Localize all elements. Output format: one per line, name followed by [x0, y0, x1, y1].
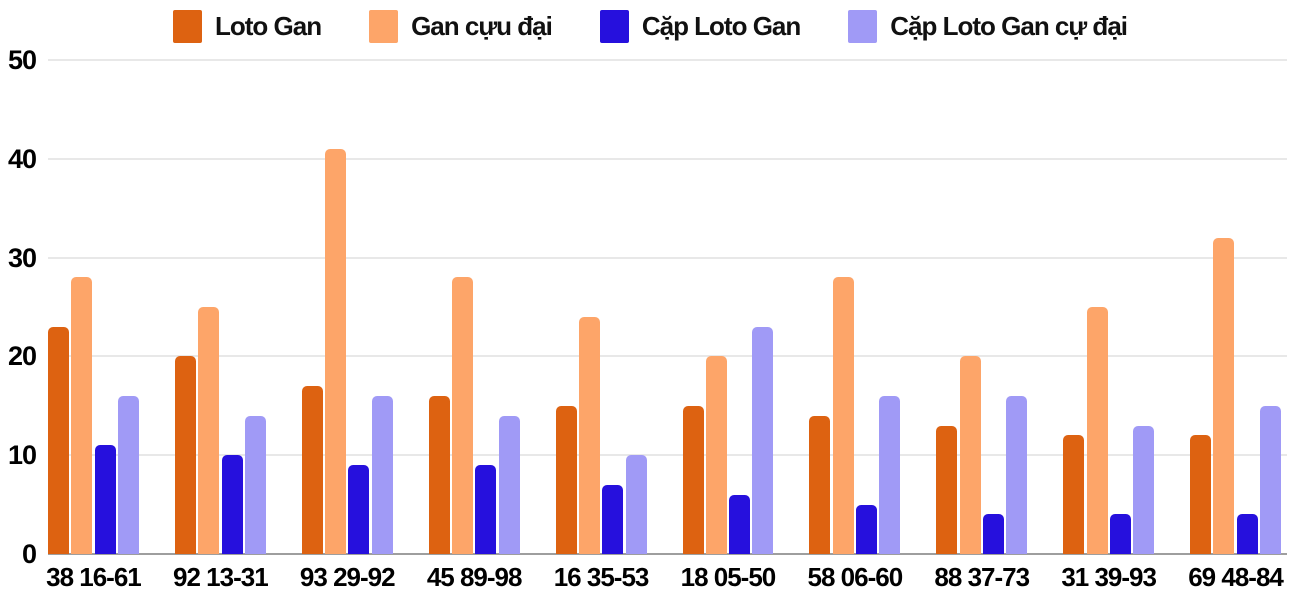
bar-series2-group2[interactable]: [348, 465, 370, 554]
bar-series1-group2[interactable]: [325, 148, 347, 554]
x-axis-label: 16 35-53: [553, 562, 650, 592]
bar-series0-group5[interactable]: [682, 405, 704, 554]
bar-series0-group1[interactable]: [174, 356, 196, 554]
bar-series2-group8[interactable]: [1109, 514, 1131, 554]
y-axis-label: 40: [7, 143, 37, 174]
legend-swatch-icon: [172, 9, 202, 43]
x-axis-label: 69 48-84: [1188, 562, 1284, 592]
bar-series1-group8[interactable]: [1086, 307, 1108, 554]
bar-series0-group8[interactable]: [1063, 435, 1085, 554]
x-axis-baseline: [48, 553, 1287, 555]
x-axis-label: 88 37-73: [934, 562, 1030, 592]
bar-series3-group2[interactable]: [371, 395, 393, 554]
gridline: [48, 157, 1287, 160]
y-axis-label: 50: [7, 45, 37, 75]
gridline: [48, 355, 1287, 358]
y-axis-label: 10: [7, 440, 37, 471]
bar-series2-group9[interactable]: [1236, 514, 1258, 554]
legend-item-1: Gan cựu đại: [369, 9, 553, 43]
x-axis-label: 58 06-60: [807, 562, 904, 592]
legend-swatch-icon: [599, 9, 629, 43]
x-axis-label: 93 29-92: [299, 562, 396, 592]
y-axis-label: 20: [7, 341, 37, 372]
bar-series0-group6[interactable]: [809, 415, 831, 554]
bar-series2-group5[interactable]: [729, 494, 751, 554]
bar-series1-group1[interactable]: [198, 307, 220, 554]
bar-series3-group9[interactable]: [1260, 405, 1281, 554]
bar-series2-group6[interactable]: [856, 504, 877, 554]
bar-series2-group0[interactable]: [94, 445, 116, 554]
bar-series0-group2[interactable]: [301, 386, 323, 554]
bar-series3-group0[interactable]: [117, 395, 139, 554]
gridline: [48, 454, 1287, 457]
x-axis-label: 18 05-50: [680, 562, 777, 592]
bar-series0-group4[interactable]: [555, 405, 577, 554]
gridline: [48, 59, 1287, 61]
bar-series3-group6[interactable]: [879, 395, 901, 554]
bar-series1-group3[interactable]: [452, 277, 473, 554]
bar-series1-group5[interactable]: [705, 356, 727, 554]
legend-item-0: Loto Gan: [172, 9, 322, 43]
bar-series2-group1[interactable]: [221, 455, 243, 554]
bar-series3-group7[interactable]: [1006, 395, 1028, 554]
bar-series3-group3[interactable]: [498, 415, 520, 554]
bar-series1-group0[interactable]: [71, 277, 93, 554]
bar-series2-group7[interactable]: [982, 514, 1004, 554]
bar-series3-group5[interactable]: [752, 326, 774, 554]
bar-series1-group6[interactable]: [832, 277, 854, 554]
legend-label: Cặp Loto Gan: [641, 10, 801, 41]
legend-swatch-icon: [848, 9, 878, 43]
bar-series1-group7[interactable]: [959, 356, 981, 554]
x-axis-label: 31 39-93: [1061, 562, 1157, 592]
bar-series0-group3[interactable]: [428, 395, 450, 554]
y-axis-label: 30: [7, 242, 37, 273]
legend-label: Loto Gan: [214, 10, 322, 41]
gridline: [48, 256, 1287, 259]
chart-legend: Loto Gan Gan cựu đại Cặp Loto Gan Cặp Loto …: [0, 7, 1300, 45]
legend-item-3: Cặp Loto Gan cự đại: [848, 9, 1128, 43]
bar-series3-group4[interactable]: [625, 455, 647, 554]
bar-series2-group4[interactable]: [602, 484, 624, 554]
bar-series0-group7[interactable]: [936, 425, 958, 554]
legend-label: Cặp Loto Gan cự đại: [890, 10, 1128, 41]
legend-item-2: Cặp Loto Gan: [599, 9, 801, 43]
bar-series3-group1[interactable]: [244, 415, 266, 554]
x-axis-label: 38 16-61: [46, 562, 142, 592]
legend-label: Gan cựu đại: [411, 10, 553, 41]
bar-series3-group8[interactable]: [1133, 425, 1155, 554]
legend-swatch-icon: [369, 9, 399, 43]
bar-series2-group3[interactable]: [475, 465, 497, 554]
bar-series0-group9[interactable]: [1190, 435, 1212, 554]
bar-series1-group9[interactable]: [1213, 237, 1235, 554]
y-axis-label: 0: [21, 539, 37, 569]
bar-series1-group4[interactable]: [578, 316, 600, 554]
x-axis-label: 45 89-98: [426, 562, 523, 592]
x-axis-label: 92 13-31: [173, 562, 269, 592]
bar-series0-group0[interactable]: [48, 326, 69, 554]
